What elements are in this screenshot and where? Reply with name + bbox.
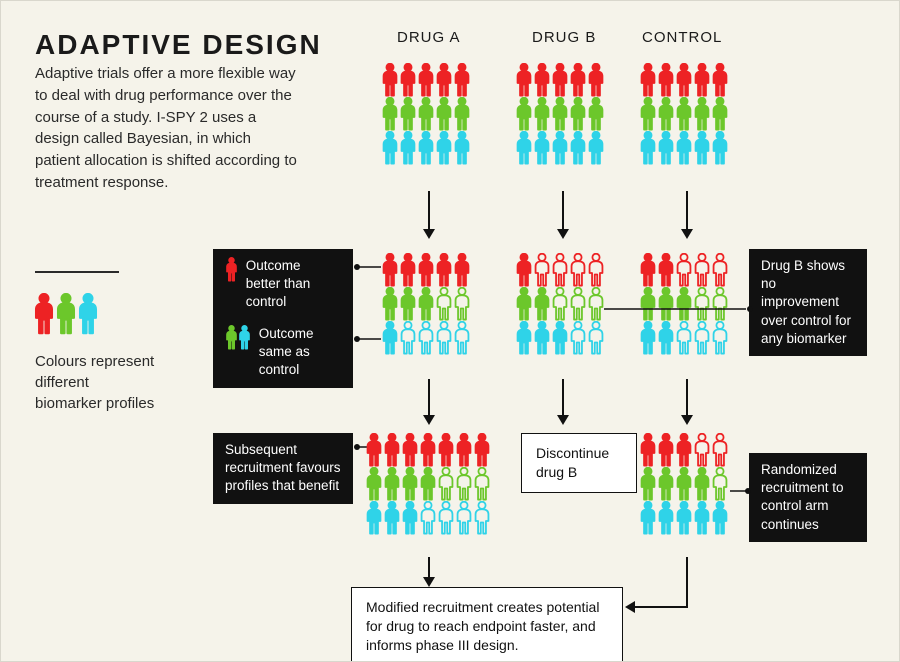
outcome-better-label: Outcome better than control xyxy=(246,257,334,312)
person-icon xyxy=(225,257,238,287)
stage3-drug-a-people xyxy=(365,433,491,535)
legend-text: Colours represent different biomarker pr… xyxy=(35,351,155,414)
arrow-down-icon xyxy=(419,379,439,425)
randomized-box: Randomized recruitment to control arm co… xyxy=(749,453,867,542)
page-title: ADAPTIVE DESIGN xyxy=(35,29,322,61)
arrow-elbow-icon xyxy=(625,557,695,625)
favours-label: Subsequent recruitment favours profiles … xyxy=(225,442,341,493)
drug-b-note-box: Drug B shows no improvement over control… xyxy=(749,249,867,356)
randomized-label: Randomized recruitment to control arm co… xyxy=(761,462,844,532)
connector-line xyxy=(353,263,381,271)
arrow-down-icon xyxy=(677,379,697,425)
final-box: Modified recruitment creates potential f… xyxy=(351,587,623,662)
stage2-drug-b-people xyxy=(515,253,605,355)
stage1-drug-b-people xyxy=(515,63,605,165)
column-heading-b: DRUG B xyxy=(532,29,596,46)
drug-b-note-label: Drug B shows no improvement over control… xyxy=(761,258,851,346)
connector-line xyxy=(730,487,752,495)
arrow-down-icon xyxy=(419,191,439,239)
favours-box: Subsequent recruitment favours profiles … xyxy=(213,433,353,504)
outcome-better-box: Outcome better than control xyxy=(213,249,353,320)
intro-text: Adaptive trials offer a more flexible wa… xyxy=(35,63,297,194)
arrow-down-icon xyxy=(677,191,697,239)
outcome-same-box: Outcome same as control xyxy=(213,317,353,388)
connector-line xyxy=(353,335,381,343)
person-icon xyxy=(225,325,251,355)
discontinue-label: Discontinue drug B xyxy=(536,445,609,480)
final-label: Modified recruitment creates potential f… xyxy=(366,599,599,653)
arrow-down-icon xyxy=(419,557,439,587)
outcome-same-label: Outcome same as control xyxy=(259,325,337,380)
infographic-canvas: ADAPTIVE DESIGN Adaptive trials offer a … xyxy=(0,0,900,662)
column-heading-c: CONTROL xyxy=(642,29,722,46)
discontinue-box: Discontinue drug B xyxy=(521,433,637,493)
arrow-down-icon xyxy=(553,379,573,425)
connector-line xyxy=(604,305,754,313)
stage3-control-people xyxy=(639,433,729,535)
legend-divider xyxy=(35,271,119,273)
column-heading-a: DRUG A xyxy=(397,29,461,46)
stage2-drug-a-people xyxy=(381,253,471,355)
stage2-control-people xyxy=(639,253,729,355)
legend-icons xyxy=(33,293,99,340)
stage1-control-people xyxy=(639,63,729,165)
arrow-down-icon xyxy=(553,191,573,239)
stage1-drug-a-people xyxy=(381,63,471,165)
